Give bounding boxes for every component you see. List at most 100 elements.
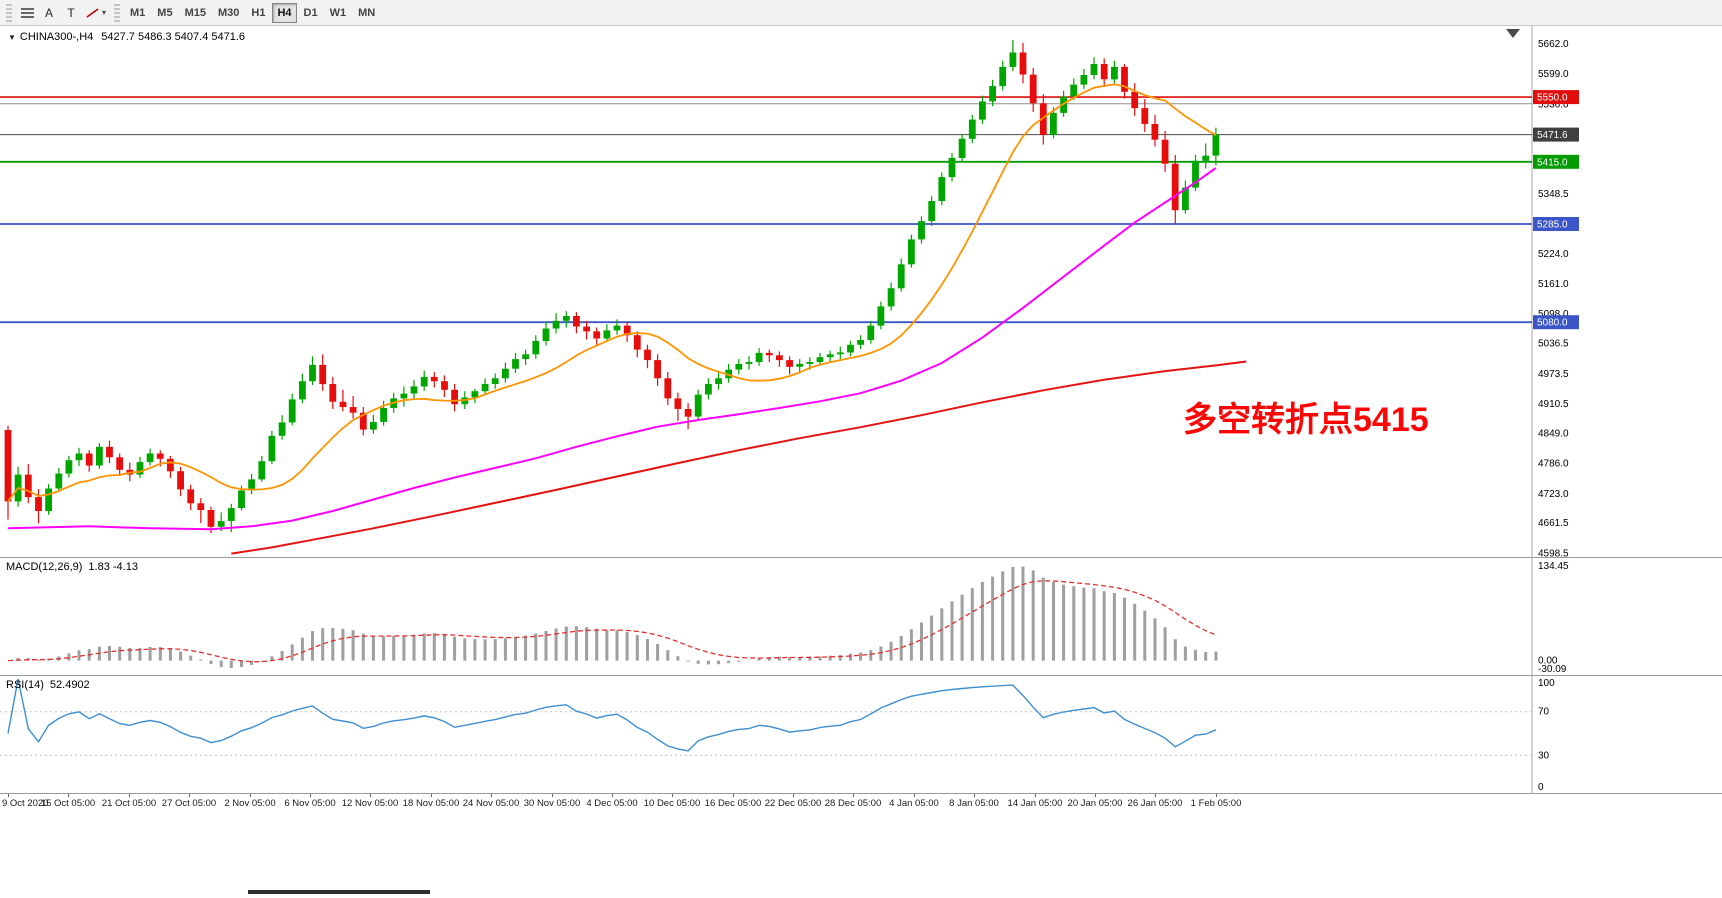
timeframe-button-MN[interactable]: MN — [353, 3, 380, 23]
time-axis-tick — [672, 794, 673, 797]
svg-text:5098.0: 5098.0 — [1538, 309, 1569, 320]
shapes-tool-button[interactable]: ▾ — [82, 3, 110, 23]
rsi-panel[interactable]: 100 70 30 0 RSI(14) 52.4902 — [0, 676, 1722, 794]
toolbar: A T ▾ M1 M5 M15 M30 H1 H4 D1 W1 MN — [0, 0, 1722, 26]
timeframe-button-D1[interactable]: D1 — [299, 3, 323, 23]
toolbar-grip[interactable] — [6, 3, 12, 22]
svg-text:4661.5: 4661.5 — [1538, 518, 1569, 529]
time-axis-tick — [853, 794, 854, 797]
toolbar-grip[interactable] — [114, 3, 121, 22]
candlestick-chart[interactable]: 5662.05599.05536.05473.55411.05348.55286… — [0, 26, 1722, 558]
timeframe-button-M15[interactable]: M15 — [180, 3, 211, 23]
time-axis-label: 14 Jan 05:00 — [1007, 798, 1063, 809]
time-axis-label: 4 Dec 05:00 — [586, 798, 638, 809]
svg-text:5471.6: 5471.6 — [1537, 130, 1568, 141]
svg-text:5662.0: 5662.0 — [1538, 39, 1569, 50]
svg-text:5036.5: 5036.5 — [1538, 339, 1569, 350]
time-axis-label: 8 Jan 05:00 — [949, 798, 999, 809]
svg-text:5348.5: 5348.5 — [1538, 189, 1569, 200]
time-axis-label: 26 Jan 05:00 — [1127, 798, 1183, 809]
svg-text:30: 30 — [1538, 750, 1550, 761]
time-axis-label: 12 Nov 05:00 — [341, 798, 399, 809]
time-axis-tick — [733, 794, 734, 797]
svg-text:0: 0 — [1538, 782, 1544, 793]
svg-text:5080.0: 5080.0 — [1537, 318, 1568, 329]
svg-text:0.00: 0.00 — [1538, 656, 1558, 667]
macd-indicator-chart[interactable]: 134.45 0.00-30.09 — [0, 558, 1722, 676]
svg-text:5536.0: 5536.0 — [1538, 99, 1569, 110]
time-axis-tick — [8, 794, 9, 797]
time-axis-tick — [431, 794, 432, 797]
chart-title: ▼ CHINA300-,H4 5427.7 5486.3 5407.4 5471.6 — [8, 31, 245, 43]
chart-shift-marker — [1506, 29, 1520, 38]
timeframe-button-M30[interactable]: M30 — [213, 3, 244, 23]
line-studies-icon[interactable] — [16, 3, 38, 23]
bottom-area — [0, 812, 1722, 898]
time-axis-tick — [370, 794, 371, 797]
rsi-value: 52.4902 — [49, 679, 90, 691]
time-axis-tick — [491, 794, 492, 797]
svg-text:4910.5: 4910.5 — [1538, 399, 1569, 410]
time-axis-tick — [1095, 794, 1096, 797]
chart-annotation-text[interactable]: 多空转折点5415 — [1183, 401, 1429, 439]
ohlc-values: 5427.7 5486.3 5407.4 5471.6 — [101, 31, 246, 43]
time-axis-tick — [189, 794, 190, 797]
rsi-label: RSI(14) 52.4902 — [6, 679, 90, 691]
macd-label: MACD(12,26,9) 1.83 -4.13 — [6, 561, 138, 573]
time-axis-label: 22 Dec 05:00 — [764, 798, 822, 809]
svg-text:5550.0: 5550.0 — [1537, 93, 1568, 104]
time-axis-label: 24 Nov 05:00 — [462, 798, 520, 809]
timeframe-button-W1[interactable]: W1 — [325, 3, 352, 23]
dropdown-caret-icon: ▾ — [102, 8, 107, 17]
svg-text:5161.0: 5161.0 — [1538, 279, 1569, 290]
time-axis-label: 15 Oct 05:00 — [40, 798, 96, 809]
svg-text:134.45: 134.45 — [1538, 561, 1569, 572]
time-axis-label: 21 Oct 05:00 — [101, 798, 157, 809]
time-axis-tick — [68, 794, 69, 797]
svg-text:100: 100 — [1538, 678, 1555, 689]
time-axis-label: 16 Dec 05:00 — [704, 798, 762, 809]
time-axis-label: 20 Jan 05:00 — [1067, 798, 1123, 809]
time-axis-label: 9 Oct 2020 — [2, 798, 49, 809]
macd-values: 1.83 -4.13 — [88, 561, 138, 573]
svg-text:5224.0: 5224.0 — [1538, 249, 1569, 260]
time-axis-label: 28 Dec 05:00 — [824, 798, 882, 809]
time-axis-tick — [914, 794, 915, 797]
timeframe-button-H4[interactable]: H4 — [272, 2, 297, 23]
time-axis-tick — [552, 794, 553, 797]
main-chart-panel[interactable]: 5662.05599.05536.05473.55411.05348.55286… — [0, 26, 1722, 558]
text-frame-tool-button[interactable]: T — [60, 3, 82, 23]
horizontal-scrollbar-thumb[interactable] — [248, 890, 430, 894]
svg-text:5285.0: 5285.0 — [1537, 220, 1568, 231]
time-axis-label: 10 Dec 05:00 — [643, 798, 701, 809]
svg-text:5415.0: 5415.0 — [1537, 157, 1568, 168]
svg-text:4849.0: 4849.0 — [1538, 428, 1569, 439]
svg-text:4973.5: 4973.5 — [1538, 369, 1569, 380]
symbol-timeframe-label: CHINA300-,H4 — [19, 31, 94, 43]
macd-panel[interactable]: 134.45 0.00 -30.09 MACD(12,26,9) 1.83 -4.13 — [0, 558, 1722, 676]
rsi-indicator-chart[interactable]: 100 70 30 0 — [0, 676, 1722, 794]
svg-text:4786.0: 4786.0 — [1538, 459, 1569, 470]
time-axis-tick — [250, 794, 251, 797]
time-axis-label: 6 Nov 05:00 — [284, 798, 336, 809]
time-axis-label: 30 Nov 05:00 — [523, 798, 581, 809]
time-axis-tick — [793, 794, 794, 797]
time-axis-tick — [1155, 794, 1156, 797]
timeframe-button-M1[interactable]: M1 — [125, 3, 150, 23]
time-axis-tick — [612, 794, 613, 797]
timeframe-button-H1[interactable]: H1 — [246, 3, 270, 23]
rsi-name: RSI(14) — [6, 679, 44, 691]
svg-text:4598.5: 4598.5 — [1538, 548, 1569, 558]
time-axis-label: 2 Nov 05:00 — [224, 798, 276, 809]
timeframe-button-M5[interactable]: M5 — [152, 3, 177, 23]
svg-text:70: 70 — [1538, 707, 1550, 718]
time-axis[interactable]: 9 Oct 2020 15 Oct 05:00 21 Oct 05:00 27 Oct… — [0, 794, 1722, 812]
time-axis-tick — [974, 794, 975, 797]
symbol-dropdown-icon[interactable]: ▼ — [8, 33, 16, 42]
time-axis-label: 4 Jan 05:00 — [889, 798, 939, 809]
time-axis-label: 1 Feb 05:00 — [1190, 798, 1242, 809]
svg-text:4723.0: 4723.0 — [1538, 489, 1569, 500]
text-tool-button[interactable]: A — [38, 3, 60, 23]
svg-text:-30.09: -30.09 — [1538, 664, 1567, 675]
trendline-icon — [86, 7, 99, 18]
